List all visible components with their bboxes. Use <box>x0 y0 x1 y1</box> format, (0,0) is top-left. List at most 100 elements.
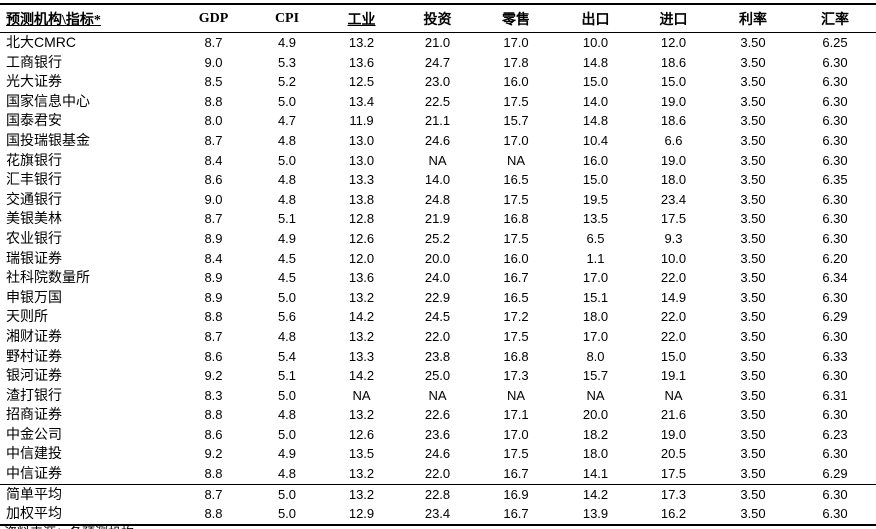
value-cell: 10.4 <box>582 132 609 148</box>
institution-name: 花旗银行 <box>6 151 62 168</box>
table-body: 北大CMRC 8.7 4.9 13.2 21.0 17.0 10.0 12.0 3.50 6.25… <box>0 33 876 485</box>
value-cell: 3.50 <box>740 152 766 168</box>
value-cell: 12.8 <box>348 211 375 227</box>
value-cell: 8.8 <box>204 407 223 423</box>
value-cell: 3.50 <box>740 328 766 344</box>
value-cell: 8.8 <box>204 93 223 109</box>
value-cell: 4.8 <box>277 132 297 148</box>
value-cell: 15.0 <box>582 74 609 90</box>
column-header-import: 进口 <box>635 4 712 33</box>
value-cell: 5.0 <box>277 387 297 403</box>
value-cell: 17.3 <box>503 368 529 384</box>
value-cell: 16.0 <box>503 250 529 266</box>
value-cell: 6.30 <box>822 328 848 344</box>
table-row: 交通银行 9.0 4.8 13.8 24.8 17.5 19.5 23.4 3.50 6.30 <box>0 190 876 210</box>
value-cell: 8.7 <box>204 211 223 227</box>
value-cell: 15.0 <box>660 348 687 364</box>
value-cell: 22.0 <box>660 270 687 286</box>
value-cell: 5.0 <box>277 426 297 442</box>
column-header-industry: 工业 <box>324 4 399 33</box>
value-cell: 14.2 <box>348 368 375 384</box>
value-cell: 16.2 <box>660 506 687 522</box>
table-row: 花旗银行 8.4 5.0 13.0 NA NA 16.0 19.0 3.50 6.30 <box>0 151 876 171</box>
table-row: 湘财证券 8.7 4.8 13.2 22.0 17.5 17.0 22.0 3.50 6.30 <box>0 327 876 347</box>
value-cell: 9.0 <box>204 191 223 207</box>
value-cell: 5.0 <box>277 93 297 109</box>
value-cell: 16.5 <box>503 289 529 305</box>
table-row: 银河证券 9.2 5.1 14.2 25.0 17.3 15.7 19.1 3.50 6.30 <box>0 366 876 386</box>
value-cell: 8.5 <box>204 74 223 90</box>
value-cell: 14.8 <box>582 113 609 129</box>
value-cell: 16.7 <box>503 506 529 522</box>
value-cell: 3.50 <box>740 387 766 403</box>
value-cell: 8.7 <box>204 35 223 50</box>
value-cell: 5.1 <box>277 211 297 227</box>
value-cell: 8.0 <box>204 113 223 129</box>
value-cell: 6.30 <box>822 230 848 246</box>
value-cell: 5.4 <box>277 348 297 364</box>
value-cell: 6.30 <box>822 407 848 423</box>
value-cell: 3.50 <box>740 506 766 522</box>
value-cell: 6.30 <box>822 211 848 227</box>
value-cell: 6.30 <box>822 74 848 90</box>
value-cell: 24.5 <box>424 309 451 325</box>
value-cell: 5.2 <box>277 74 297 90</box>
value-cell: 22.5 <box>424 93 451 109</box>
value-cell: NA <box>664 387 683 403</box>
value-cell: 16.7 <box>503 270 529 286</box>
value-cell: 17.0 <box>582 328 609 344</box>
value-cell: 13.9 <box>582 506 609 522</box>
institution-name: 国泰君安 <box>6 112 62 129</box>
value-cell: 18.6 <box>660 113 687 129</box>
value-cell: 18.0 <box>660 172 687 188</box>
value-cell: 6.5 <box>586 230 605 246</box>
value-cell: 8.4 <box>204 152 223 168</box>
institution-name: 交通银行 <box>6 190 62 207</box>
value-cell: 8.0 <box>586 348 605 364</box>
value-cell: 8.8 <box>204 466 223 482</box>
value-cell: 13.2 <box>348 407 375 423</box>
table-row: 工商银行 9.0 5.3 13.6 24.7 17.8 14.8 18.6 3.50 6.30 <box>0 53 876 73</box>
value-cell: 6.30 <box>822 506 848 522</box>
value-cell: 17.1 <box>503 407 529 423</box>
value-cell: 12.6 <box>348 230 375 246</box>
value-cell: 16.8 <box>503 211 529 227</box>
value-cell: 5.0 <box>277 289 297 305</box>
institution-name: 中信证券 <box>6 465 62 482</box>
value-cell: 6.30 <box>822 446 848 462</box>
value-cell: 3.50 <box>740 250 766 266</box>
value-cell: 17.5 <box>660 466 687 482</box>
value-cell: 13.2 <box>348 35 375 50</box>
value-cell: 13.4 <box>348 93 375 109</box>
value-cell: 15.0 <box>582 172 609 188</box>
value-cell: 5.0 <box>250 483 324 505</box>
column-header-gdp: GDP <box>177 4 250 33</box>
table-row: 国泰君安 8.0 4.7 11.9 21.1 15.7 14.8 18.6 3.50 6.30 <box>0 111 876 131</box>
column-header-retail: 零售 <box>476 4 556 33</box>
value-cell: 6.34 <box>822 270 848 286</box>
footnote-text: 资料来源：各预测机构 <box>4 526 134 529</box>
institution-name: 国家信息中心 <box>6 92 90 109</box>
value-cell: NA <box>506 152 526 168</box>
institution-name: 天则所 <box>6 308 48 325</box>
value-cell: 9.2 <box>204 368 223 384</box>
value-cell: 14.1 <box>582 466 609 482</box>
value-cell: 3.50 <box>740 270 766 286</box>
value-cell: 22.0 <box>660 309 687 325</box>
value-cell: 6.29 <box>822 309 848 325</box>
value-cell: 6.30 <box>794 483 876 505</box>
value-cell: 18.2 <box>582 426 609 442</box>
value-cell: 14.2 <box>556 483 635 505</box>
table-row: 光大证券 8.5 5.2 12.5 23.0 16.0 15.0 15.0 3.50 6.30 <box>0 72 876 92</box>
value-cell: 4.5 <box>277 250 297 266</box>
value-cell: 3.50 <box>740 426 766 442</box>
value-cell: 23.4 <box>424 506 451 522</box>
value-cell: 19.1 <box>660 368 687 384</box>
institution-name: 美银美林 <box>6 210 62 227</box>
value-cell: 3.50 <box>740 172 766 188</box>
value-cell: 24.8 <box>424 191 451 207</box>
value-cell: 13.2 <box>324 483 399 505</box>
value-cell: 15.7 <box>582 368 609 384</box>
value-cell: 21.6 <box>660 407 687 423</box>
value-cell: 6.30 <box>822 191 848 207</box>
